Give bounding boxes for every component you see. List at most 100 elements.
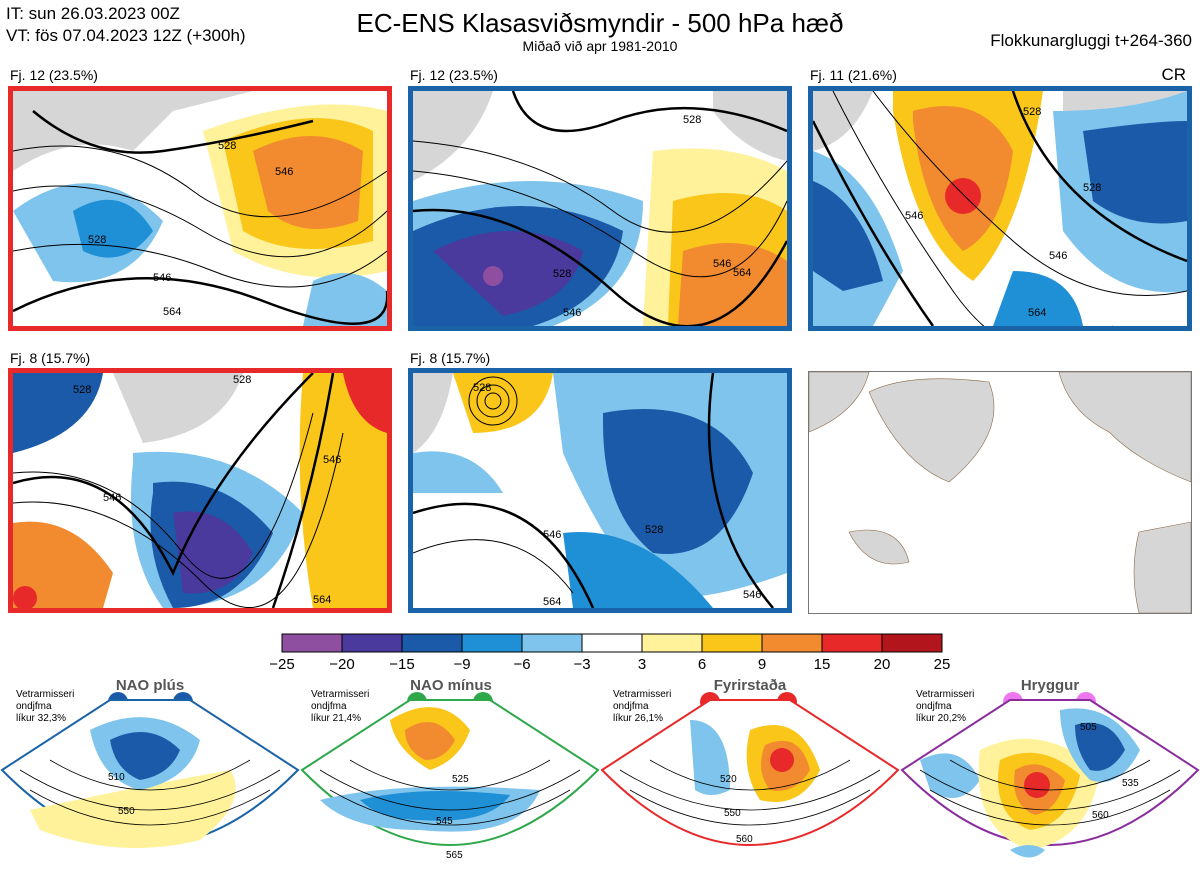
regime-info-line: líkur 32,3% xyxy=(16,713,67,724)
colorbar-tick-label: 9 xyxy=(757,656,767,673)
regime-map-ridge: 505 535 560 xyxy=(900,699,1200,858)
contour-label: 564 xyxy=(163,306,181,318)
contour-label: 528 xyxy=(1023,106,1041,118)
colorbar-cell xyxy=(641,633,703,653)
regime-info-line: Vetrarmisseri xyxy=(16,689,75,700)
panel-label-1: Fj. 12 (23.5%) xyxy=(10,67,98,83)
cluster-map-3: 528 546 546 564 528 xyxy=(808,86,1192,331)
page-title: EC-ENS Klasasviðsmyndir - 500 hPa hæð xyxy=(356,8,844,38)
regime-info-line: líkur 21,4% xyxy=(311,713,362,724)
regime-info-line: líkur 20,2% xyxy=(916,713,967,724)
empty-map-panel xyxy=(808,371,1192,614)
cluster-map-2: 528 546 546 564 528 xyxy=(408,86,792,331)
contour-label: 545 xyxy=(436,816,453,827)
regime-info-line: líkur 26,1% xyxy=(613,713,664,724)
contour-label: 560 xyxy=(736,834,753,845)
colorbar-tick-label: −9 xyxy=(453,656,471,673)
colorbar-tick-label: −3 xyxy=(573,656,591,673)
colorbar-cell xyxy=(461,633,523,653)
contour-label: 535 xyxy=(1122,778,1139,789)
colorbar-cell xyxy=(521,633,583,653)
regime-map-nao-minus: 525 545 565 xyxy=(300,699,600,861)
panel-label-2: Fj. 12 (23.5%) xyxy=(410,67,498,83)
colorbar-cell xyxy=(881,633,943,653)
contour-label: 528 xyxy=(73,384,91,396)
cluster-map-1: 528 546 546 564 528 xyxy=(8,86,392,331)
header-times: IT: sun 26.03.2023 00Z VT: fös 07.04.202… xyxy=(6,3,246,47)
contour-label: 565 xyxy=(446,850,463,861)
regime-title-blocking: Fyrirstaða xyxy=(713,677,787,694)
colorbar-cell xyxy=(761,633,823,653)
classification-window: Flokkunargluggi t+264-360 xyxy=(990,31,1192,50)
colorbar-cell xyxy=(401,633,463,653)
contour-label: 546 xyxy=(153,272,171,284)
regime-info-nao-plus: Vetrarmisseri ondjfma líkur 32,3% xyxy=(16,689,74,725)
contour-label: 546 xyxy=(543,529,561,541)
contour-label: 546 xyxy=(713,258,731,270)
regime-title-ridge: Hryggur xyxy=(1020,677,1080,694)
cr-label: CR xyxy=(1161,65,1186,84)
contour-label: 520 xyxy=(720,774,737,785)
contour-label: 564 xyxy=(543,596,561,608)
contour-label: 550 xyxy=(724,808,741,819)
colorbar-tick-label: −20 xyxy=(329,656,355,673)
regime-map-nao-plus: 510 550 xyxy=(0,699,300,848)
regime-info-nao-minus: Vetrarmisseri ondjfma líkur 21,4% xyxy=(311,689,369,725)
panel-label-4: Fj. 8 (15.7%) xyxy=(10,350,91,366)
regime-info-ridge: Vetrarmisseri ondjfma líkur 20,2% xyxy=(916,689,974,725)
regime-map-blocking: 520 550 560 xyxy=(600,699,900,846)
colorbar-tick-label: 20 xyxy=(873,656,891,673)
colorbar-tick-label: −6 xyxy=(513,656,531,673)
panel-label-3: Fj. 11 (21.6%) xyxy=(810,67,897,83)
valid-time: VT: fös 07.04.2023 12Z (+300h) xyxy=(6,26,246,45)
regime-info-line: ondjfma xyxy=(613,701,649,712)
contour-label: 505 xyxy=(1080,722,1097,733)
cluster-map-4: 528 546 546 564 528 xyxy=(8,368,392,613)
contour-label: 528 xyxy=(218,140,236,152)
contour-label: 528 xyxy=(233,374,251,386)
regime-title-nao-minus: NAO mínus xyxy=(410,677,492,694)
colorbar-tick-label: −15 xyxy=(389,656,415,673)
contour-label: 550 xyxy=(118,806,135,817)
panel-label-5: Fj. 8 (15.7%) xyxy=(410,350,491,366)
contour-label: 528 xyxy=(553,268,571,280)
contour-label: 546 xyxy=(323,454,341,466)
regime-info-line: Vetrarmisseri xyxy=(311,689,370,700)
contour-label: 546 xyxy=(103,492,121,504)
regime-info-line: ondjfma xyxy=(916,701,952,712)
colorbar-cell xyxy=(701,633,763,653)
regime-title-nao-plus: NAO plús xyxy=(115,677,185,694)
page-subtitle: Miðað við apr 1981-2010 xyxy=(522,38,678,54)
regime-info-line: Vetrarmisseri xyxy=(916,689,975,700)
contour-label: 564 xyxy=(1028,307,1046,319)
colorbar-tick-label: 25 xyxy=(933,656,951,673)
contour-label: 528 xyxy=(645,524,663,536)
regime-info-blocking: Vetrarmisseri ondjfma líkur 26,1% xyxy=(613,689,671,725)
contour-label: 528 xyxy=(683,114,701,126)
colorbar-tick-label: 15 xyxy=(813,656,831,673)
colorbar xyxy=(281,633,943,653)
colorbar-tick-label: 3 xyxy=(637,656,647,673)
regime-info-line: ondjfma xyxy=(311,701,347,712)
colorbar-tick-label: −25 xyxy=(269,656,295,673)
cluster-map-5: 528 546 546 564 528 xyxy=(408,368,792,613)
contour-label: 546 xyxy=(275,166,293,178)
contour-label: 564 xyxy=(313,594,331,606)
contour-label: 528 xyxy=(473,382,491,394)
contour-label: 525 xyxy=(452,774,469,785)
contour-label: 564 xyxy=(733,267,751,279)
regime-info-line: Vetrarmisseri xyxy=(613,689,672,700)
contour-label: 546 xyxy=(563,307,581,319)
contour-label: 546 xyxy=(905,210,923,222)
colorbar-cell xyxy=(281,633,343,653)
contour-label: 528 xyxy=(88,234,106,246)
initial-time: IT: sun 26.03.2023 00Z xyxy=(6,4,180,23)
contour-label: 510 xyxy=(108,772,125,783)
colorbar-tick-label: 6 xyxy=(697,656,707,673)
colorbar-cell xyxy=(821,633,883,653)
colorbar-cell xyxy=(341,633,403,653)
contour-label: 560 xyxy=(1092,810,1109,821)
colorbar-cell xyxy=(581,633,643,653)
contour-label: 546 xyxy=(1049,250,1067,262)
contour-label: 546 xyxy=(743,589,761,601)
